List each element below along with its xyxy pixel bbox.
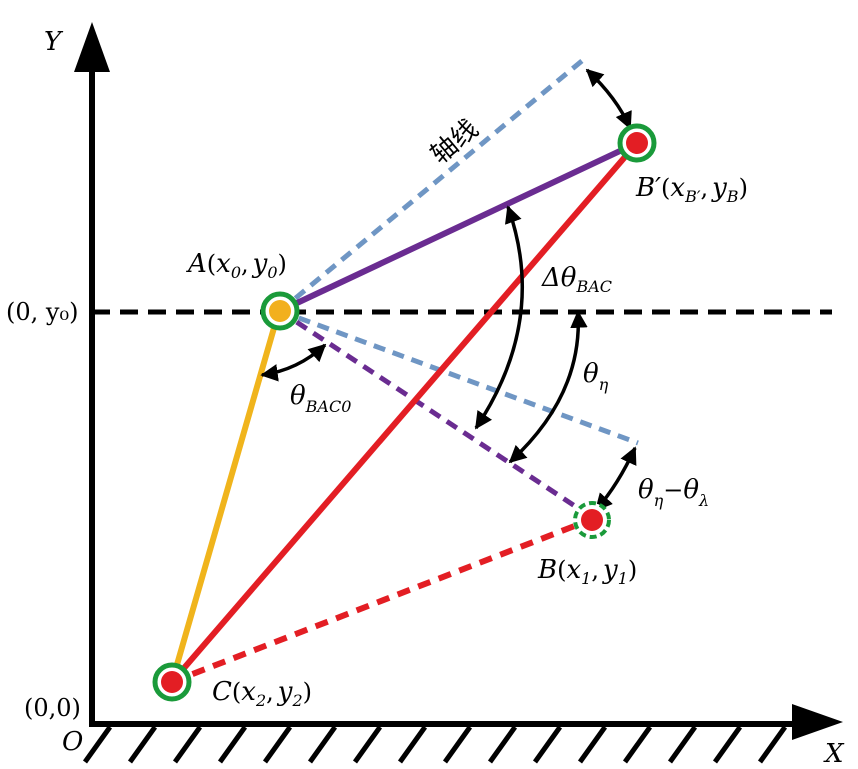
theta-eta-arc bbox=[508, 310, 588, 464]
link-cb-dashed bbox=[170, 517, 592, 685]
origin-letter: O bbox=[62, 727, 83, 757]
theta-bac0-label: θBAC0 bbox=[290, 381, 351, 416]
x-axis-arrowhead bbox=[792, 704, 843, 740]
axis-line-label: 轴线 bbox=[425, 114, 484, 170]
delta-theta-label: ΔθBAC bbox=[541, 263, 612, 296]
point-c-label: C(x2, y2) bbox=[212, 677, 312, 710]
joint-a bbox=[260, 291, 300, 331]
axis-line-lower bbox=[279, 308, 639, 446]
y-axis-arrowhead bbox=[74, 22, 110, 72]
y-axis-label: Y bbox=[44, 27, 64, 57]
theta-eta-label: θη bbox=[583, 359, 609, 394]
top-offset-arc bbox=[585, 68, 632, 130]
ground-hatching bbox=[82, 725, 788, 764]
point-b-label: B(x1, y1) bbox=[537, 555, 637, 588]
x-axis-label: X bbox=[823, 739, 845, 769]
axis-line-upper bbox=[278, 58, 585, 313]
theta-diff-arc bbox=[594, 446, 637, 512]
y0-coord: (0, y₀) bbox=[6, 298, 78, 326]
link-cb-prime bbox=[169, 141, 640, 684]
theta-bac0-arc bbox=[260, 343, 327, 382]
joint-b-prime bbox=[617, 123, 657, 163]
point-b-prime-label: B′(xB′, yB) bbox=[635, 173, 748, 206]
joint-c bbox=[152, 662, 192, 702]
link-ab-dashed bbox=[278, 308, 592, 519]
link-ab-prime bbox=[278, 140, 639, 314]
origin-coord: (0,0) bbox=[24, 694, 81, 722]
link-ca bbox=[169, 313, 281, 683]
theta-diff-label: θη−θλ bbox=[638, 475, 709, 510]
point-a-label: A(x0, y0) bbox=[186, 249, 287, 282]
joint-b bbox=[573, 501, 611, 539]
